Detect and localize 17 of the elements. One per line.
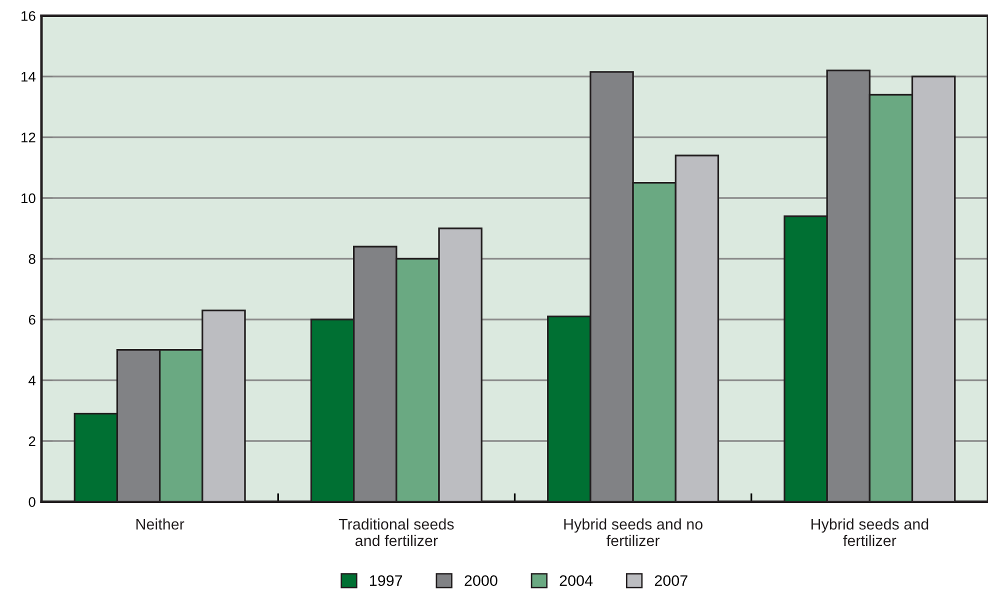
legend-label: 2000 — [464, 575, 498, 586]
x-tick-label: Traditional seeds and fertilizer — [338, 518, 454, 546]
y-tick-label: 6 — [28, 314, 36, 325]
legend-label: 1997 — [370, 575, 402, 586]
y-tick-label: 8 — [28, 254, 36, 264]
x-tick-label: Hybrid seeds and fertilizer — [811, 518, 928, 546]
legend-label: 2004 — [560, 575, 593, 586]
y-tick-label: 10 — [22, 193, 36, 204]
y-tick-label: 0 — [28, 497, 36, 507]
x-tick-label: Hybrid seeds and no fertilizer — [564, 518, 702, 546]
legend-label: 2007 — [654, 575, 688, 586]
y-tick-label: 12 — [22, 132, 36, 142]
y-tick-label: 14 — [22, 72, 36, 82]
x-tick-label: Neither — [136, 518, 184, 530]
y-tick-label: 4 — [28, 376, 36, 386]
y-tick-label: 2 — [28, 436, 36, 446]
y-tick-label: 16 — [22, 11, 36, 21]
